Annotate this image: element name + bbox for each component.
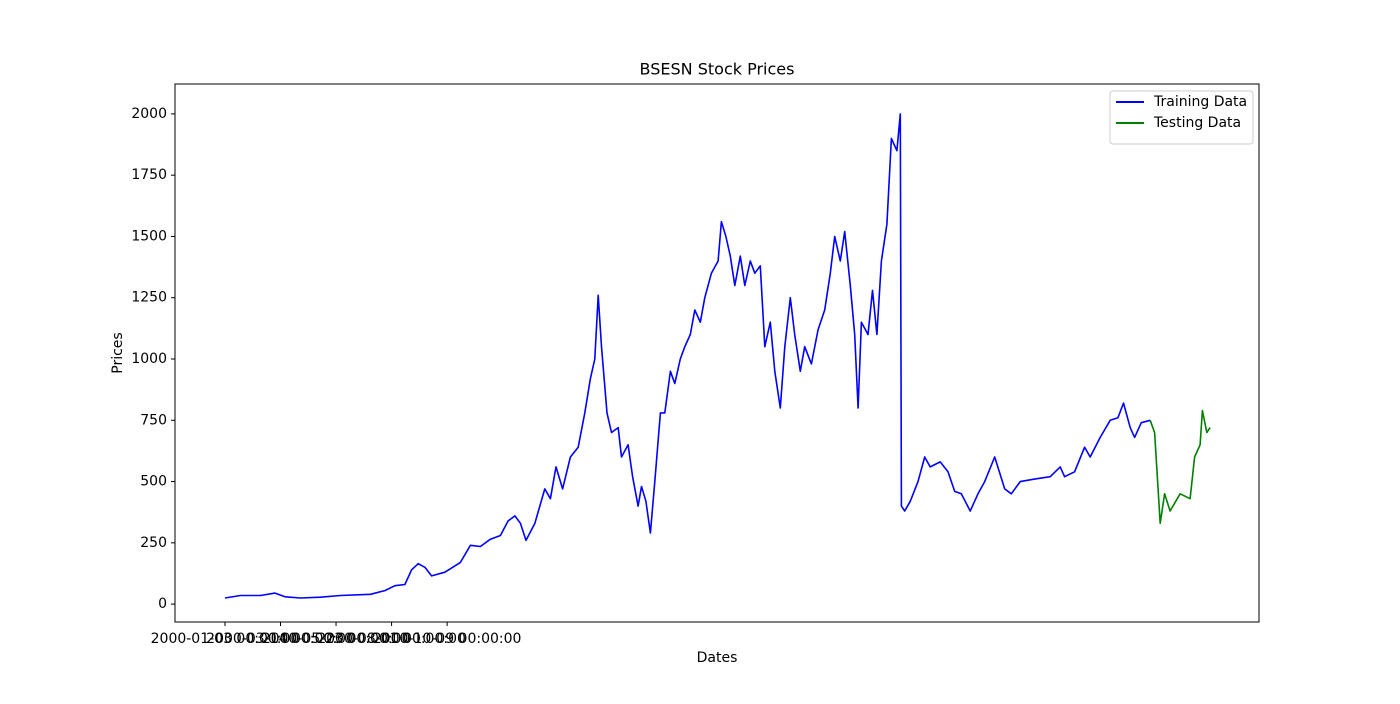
y-tick-label: 1000 [131, 351, 167, 367]
y-tick-label: 1500 [131, 228, 167, 244]
x-tick-label: 2000-01-03 00:00:00 [151, 631, 300, 647]
x-tick-label: 2000-05-23 00:00:00 [262, 631, 411, 647]
x-tick-label: 2000-10-09 00:00:00 [373, 631, 522, 647]
y-tick-label: 1750 [131, 167, 167, 183]
x-tick-label: 2000-08-01 00:00:00 [317, 631, 466, 647]
y-tick-label: 250 [140, 535, 167, 551]
chart-title: BSESN Stock Prices [640, 60, 795, 79]
legend-label: Testing Data [1153, 115, 1241, 131]
y-tick-label: 750 [140, 412, 167, 428]
y-axis-label: Prices [110, 332, 126, 373]
y-tick-label: 2000 [131, 106, 167, 122]
x-tick-label: 2000-03-14 00:00:00 [206, 631, 355, 647]
y-tick-label: 1250 [131, 290, 167, 306]
y-tick-label: 0 [158, 596, 167, 612]
legend-label: Training Data [1153, 94, 1247, 110]
y-tick-label: 500 [140, 474, 167, 490]
line-series [224, 113, 1151, 599]
plot-frame [174, 83, 1260, 623]
line-series [1149, 409, 1211, 524]
legend-box [1109, 90, 1254, 145]
x-axis-label: Dates [697, 650, 738, 666]
